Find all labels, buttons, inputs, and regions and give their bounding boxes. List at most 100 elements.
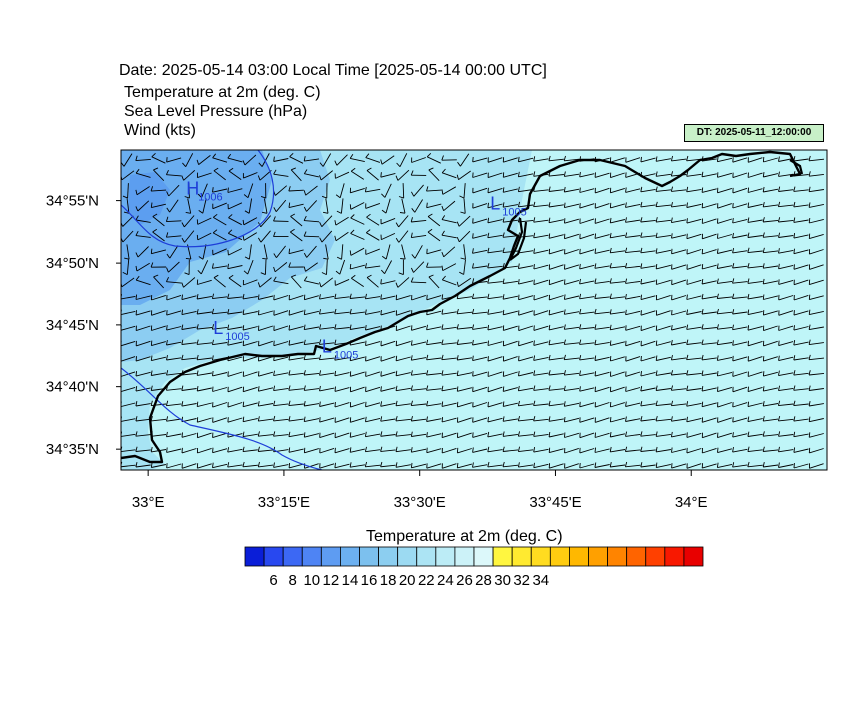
wind-barb-flag <box>456 221 460 227</box>
wind-barb-flag <box>793 325 795 331</box>
wind-barb-flag <box>334 386 336 392</box>
wind-barb <box>732 371 748 377</box>
wind-barb-flag <box>533 370 536 376</box>
wind-barb-flag <box>213 274 219 279</box>
wind-barb <box>579 432 595 439</box>
wind-barb-flag <box>502 278 505 284</box>
wind-barb-flag <box>166 340 168 346</box>
wind-barb-flag <box>732 218 734 224</box>
wind-barb <box>518 173 534 178</box>
wind-barb-flag <box>273 462 275 468</box>
wind-barb <box>610 265 626 269</box>
wind-barb <box>135 158 151 162</box>
wind-barb <box>273 418 289 422</box>
wind-barb <box>288 388 304 391</box>
wind-barb <box>579 463 595 469</box>
wind-barb-flag <box>640 201 643 207</box>
wind-barb-flag <box>123 211 130 214</box>
wind-barb <box>305 262 318 272</box>
wind-barb-flag <box>181 222 185 228</box>
wind-barb <box>793 357 809 361</box>
wind-barb-flag <box>227 229 233 234</box>
wind-barb-flag <box>747 293 750 299</box>
wind-barb-flag <box>319 294 321 300</box>
wind-barb <box>151 189 167 192</box>
colorbar-title: Temperature at 2m (deg. C) <box>366 528 563 545</box>
wind-barb <box>717 157 733 163</box>
wind-barb-flag <box>670 431 673 437</box>
wind-barb-flag <box>303 266 306 272</box>
wind-barb-flag <box>349 250 352 256</box>
wind-barb-flag <box>640 232 643 238</box>
wind-barb-flag <box>410 170 414 176</box>
wind-barb-flag <box>655 340 658 346</box>
wind-barb <box>365 371 381 377</box>
wind-barb <box>350 433 365 438</box>
wind-barb <box>717 203 732 209</box>
wind-barb-flag <box>456 174 459 180</box>
wind-barb <box>427 216 441 227</box>
wind-barb-flag <box>166 207 170 213</box>
wind-barb <box>548 174 564 177</box>
wind-barb-flag <box>793 416 796 422</box>
wind-barb-flag <box>517 186 520 192</box>
wind-barb <box>273 464 289 468</box>
wind-barb-flag <box>288 262 291 268</box>
wind-barb <box>325 198 329 214</box>
wind-barb <box>365 202 381 209</box>
wind-barb-flag <box>321 272 327 276</box>
wind-barb <box>441 219 457 224</box>
wind-barb <box>778 325 794 331</box>
wind-barb-flag <box>778 385 781 391</box>
wind-barb-flag <box>640 401 643 406</box>
wind-barb <box>319 342 335 345</box>
high-pressure-center: H 1006 <box>186 179 222 204</box>
wind-barb <box>702 463 717 469</box>
wind-barb <box>763 204 779 208</box>
wind-barb-flag <box>334 293 337 299</box>
wind-barb <box>181 357 197 361</box>
wind-barb-flag <box>778 156 780 162</box>
wind-barb <box>227 296 243 299</box>
wind-barb <box>274 262 288 273</box>
wind-barb <box>809 448 824 454</box>
wind-barb <box>304 403 320 407</box>
wind-barb <box>458 230 471 243</box>
wind-barb <box>686 388 702 391</box>
wind-barb <box>472 386 488 393</box>
wind-barb-flag <box>196 386 199 392</box>
wind-barb <box>701 311 717 315</box>
wind-barb-flag <box>303 416 306 422</box>
wind-barb <box>288 403 304 407</box>
wind-barb <box>793 189 809 192</box>
wind-barb <box>166 388 182 391</box>
wind-barb-flag <box>135 416 138 422</box>
wind-barb <box>126 244 130 260</box>
wind-barb <box>228 248 242 256</box>
wind-barb-flag <box>349 308 352 315</box>
wind-barb-flag <box>288 186 291 192</box>
wind-barb <box>426 372 442 376</box>
wind-barb <box>686 295 702 300</box>
wind-barb-flag <box>517 171 520 177</box>
wind-barb <box>319 295 335 300</box>
wind-barb <box>548 341 564 346</box>
wind-barb <box>441 326 457 330</box>
wind-barb-flag <box>594 293 597 299</box>
wind-barb <box>136 186 150 196</box>
wind-barb <box>594 326 610 330</box>
wind-barb <box>181 310 197 316</box>
wind-barb-flag <box>441 275 446 281</box>
wind-barb <box>258 356 274 362</box>
wind-barb <box>184 230 195 243</box>
wind-barb-flag <box>655 415 658 422</box>
wind-barb <box>457 463 473 469</box>
wind-barb-flag <box>166 325 168 331</box>
wind-barb-flag <box>686 218 688 224</box>
wind-barb-flag <box>427 213 433 217</box>
wind-barb-flag <box>732 324 734 330</box>
wind-barb-flag <box>808 385 811 391</box>
wind-barb <box>212 296 228 300</box>
wind-barb-flag <box>808 217 811 224</box>
wind-barb <box>487 386 503 393</box>
